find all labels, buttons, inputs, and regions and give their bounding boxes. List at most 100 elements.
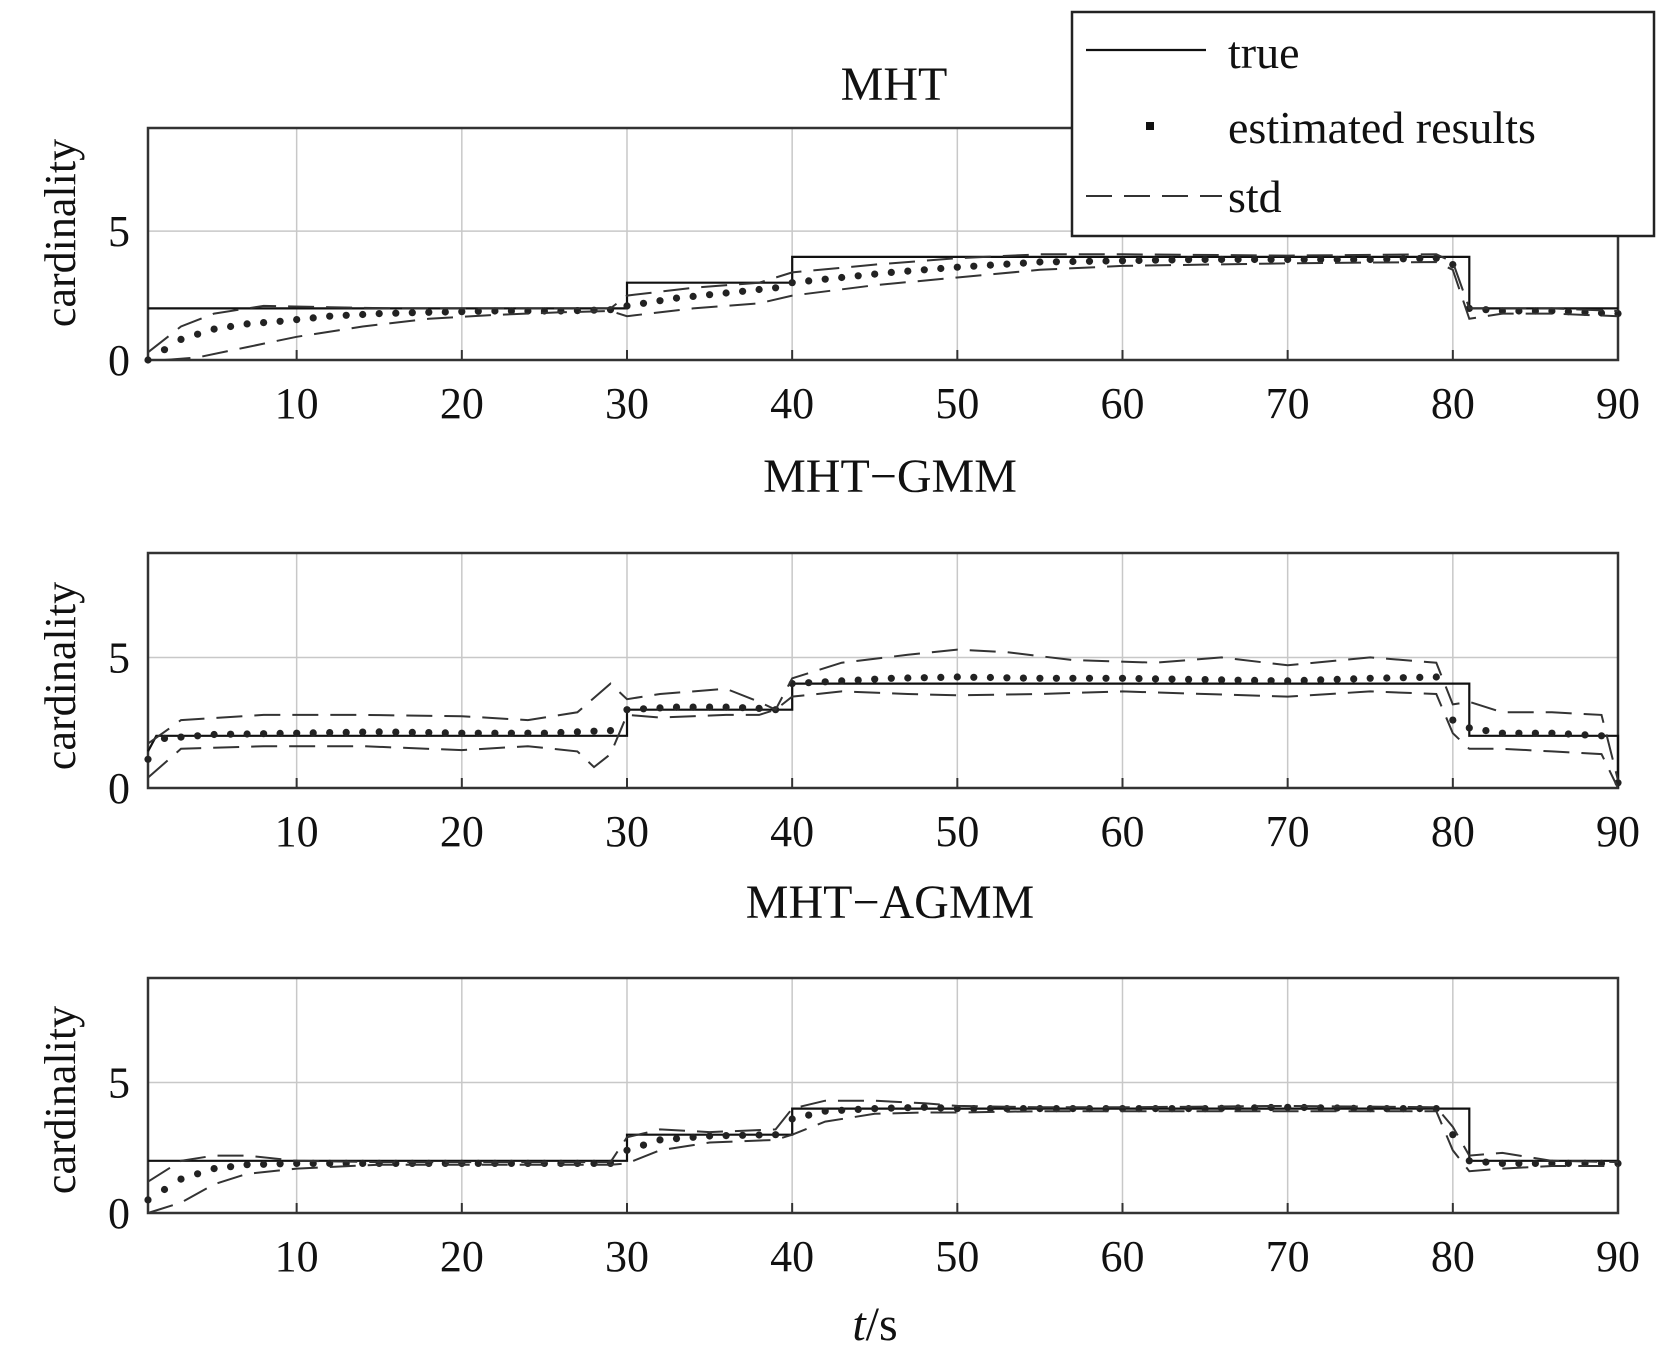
estimated-point	[1531, 729, 1539, 737]
estimated-point	[722, 703, 730, 711]
estimated-point	[507, 307, 515, 315]
estimated-point	[524, 729, 532, 737]
estimated-point	[408, 728, 416, 737]
estimated-point	[1366, 255, 1374, 264]
estimated-point	[1003, 260, 1011, 268]
estimated-point	[160, 346, 169, 354]
estimated-point	[326, 729, 334, 737]
estimated-point	[1069, 257, 1077, 266]
estimated-point	[243, 1161, 251, 1169]
estimated-point	[540, 1159, 549, 1167]
estimated-point	[1102, 674, 1110, 682]
std-line	[147, 690, 1619, 789]
estimated-point	[425, 308, 433, 316]
estimated-point	[706, 703, 714, 711]
panel-mht-gmm: MHT−GMM cardinality 10 20 30 40 50 60 70 80 90 0 5	[36, 450, 1640, 856]
estimated-point	[1564, 730, 1572, 738]
y-tick-label: 5	[108, 1058, 130, 1107]
x-tick-label: 90	[1596, 807, 1640, 856]
estimated-point	[144, 1196, 152, 1204]
estimated-point	[425, 1159, 433, 1167]
estimated-point	[1548, 729, 1556, 737]
y-tick-label: 0	[108, 336, 130, 385]
std-line	[147, 648, 1619, 781]
x-tick-label: 30	[605, 807, 649, 856]
y-axis-label: cardinality	[36, 139, 85, 327]
legend-label-estimated: estimated results	[1228, 102, 1536, 153]
estimated-point	[392, 309, 400, 317]
estimated-point	[672, 1135, 681, 1143]
estimated-point	[1267, 1103, 1275, 1112]
x-tick-label: 40	[770, 1232, 814, 1281]
estimated-point	[408, 1159, 416, 1167]
estimated-point	[1218, 255, 1226, 264]
x-tick-label: 60	[1100, 379, 1144, 428]
estimated-point	[937, 1104, 945, 1112]
estimated-point	[1267, 677, 1275, 685]
estimated-point	[1102, 257, 1110, 265]
estimated-point	[1135, 675, 1143, 683]
estimated-point	[821, 275, 829, 283]
estimated-point	[359, 1159, 367, 1167]
x-tick-label: 30	[605, 1232, 649, 1281]
x-tick-label: 80	[1431, 1232, 1475, 1281]
estimated-point	[1036, 1105, 1044, 1113]
estimated-point	[986, 673, 995, 682]
legend-label-std: std	[1228, 171, 1282, 222]
x-tick-label: 50	[935, 379, 979, 428]
estimated-point	[1284, 1103, 1292, 1111]
estimated-point	[689, 1133, 697, 1141]
estimated-point	[1333, 675, 1341, 684]
estimated-point	[276, 729, 284, 738]
estimated-point	[1135, 256, 1143, 265]
estimated-point	[375, 728, 383, 736]
estimated-point	[227, 730, 235, 738]
estimated-point	[194, 732, 202, 740]
estimated-point	[904, 1104, 912, 1112]
estimated-point	[342, 311, 350, 319]
axes-frame	[146, 551, 1620, 790]
estimated-point	[1449, 716, 1457, 724]
std-line	[164, 260, 1619, 361]
estimated-point	[1003, 674, 1011, 682]
estimated-point	[1036, 674, 1044, 682]
estimated-point	[243, 320, 251, 328]
estimated-point	[375, 310, 383, 318]
estimated-point	[1251, 255, 1259, 264]
estimated-point	[1151, 256, 1160, 264]
estimated-point	[1085, 257, 1094, 265]
estimated-point	[1515, 729, 1523, 737]
estimated-point	[1019, 674, 1027, 682]
y-tick-label: 0	[108, 764, 130, 813]
x-tick-label: 90	[1596, 379, 1640, 428]
estimated-point	[326, 312, 334, 320]
estimated-point	[1581, 731, 1589, 739]
estimated-point	[838, 677, 846, 685]
estimated-point	[359, 310, 367, 319]
estimated-point	[458, 308, 466, 316]
estimated-point	[1350, 675, 1358, 683]
panel-mht: MHT cardinality 10 20 30 40 50 60 70 80 90 0 5	[36, 58, 1640, 428]
estimated-point	[953, 263, 961, 271]
estimated-point	[606, 727, 615, 735]
estimated-point	[1284, 677, 1292, 685]
estimated-point	[1482, 1158, 1490, 1166]
estimated-point	[1185, 675, 1193, 684]
estimated-point	[887, 1104, 895, 1112]
estimated-point	[177, 733, 185, 741]
estimated-point	[1449, 1131, 1457, 1139]
estimated-point	[177, 335, 185, 343]
estimated-point	[772, 284, 780, 292]
estimated-point	[276, 1160, 284, 1168]
estimated-point	[1234, 255, 1242, 264]
y-tick-label: 5	[108, 207, 130, 256]
estimated-point	[904, 267, 912, 275]
x-axis-label: t/s	[852, 1298, 897, 1351]
estimated-point	[293, 729, 301, 737]
estimated-point	[1465, 724, 1473, 732]
estimated-point	[243, 730, 251, 738]
estimated-point	[177, 1175, 185, 1183]
estimated-point	[871, 675, 879, 683]
estimated-point	[408, 309, 416, 317]
estimated-point	[441, 308, 449, 316]
